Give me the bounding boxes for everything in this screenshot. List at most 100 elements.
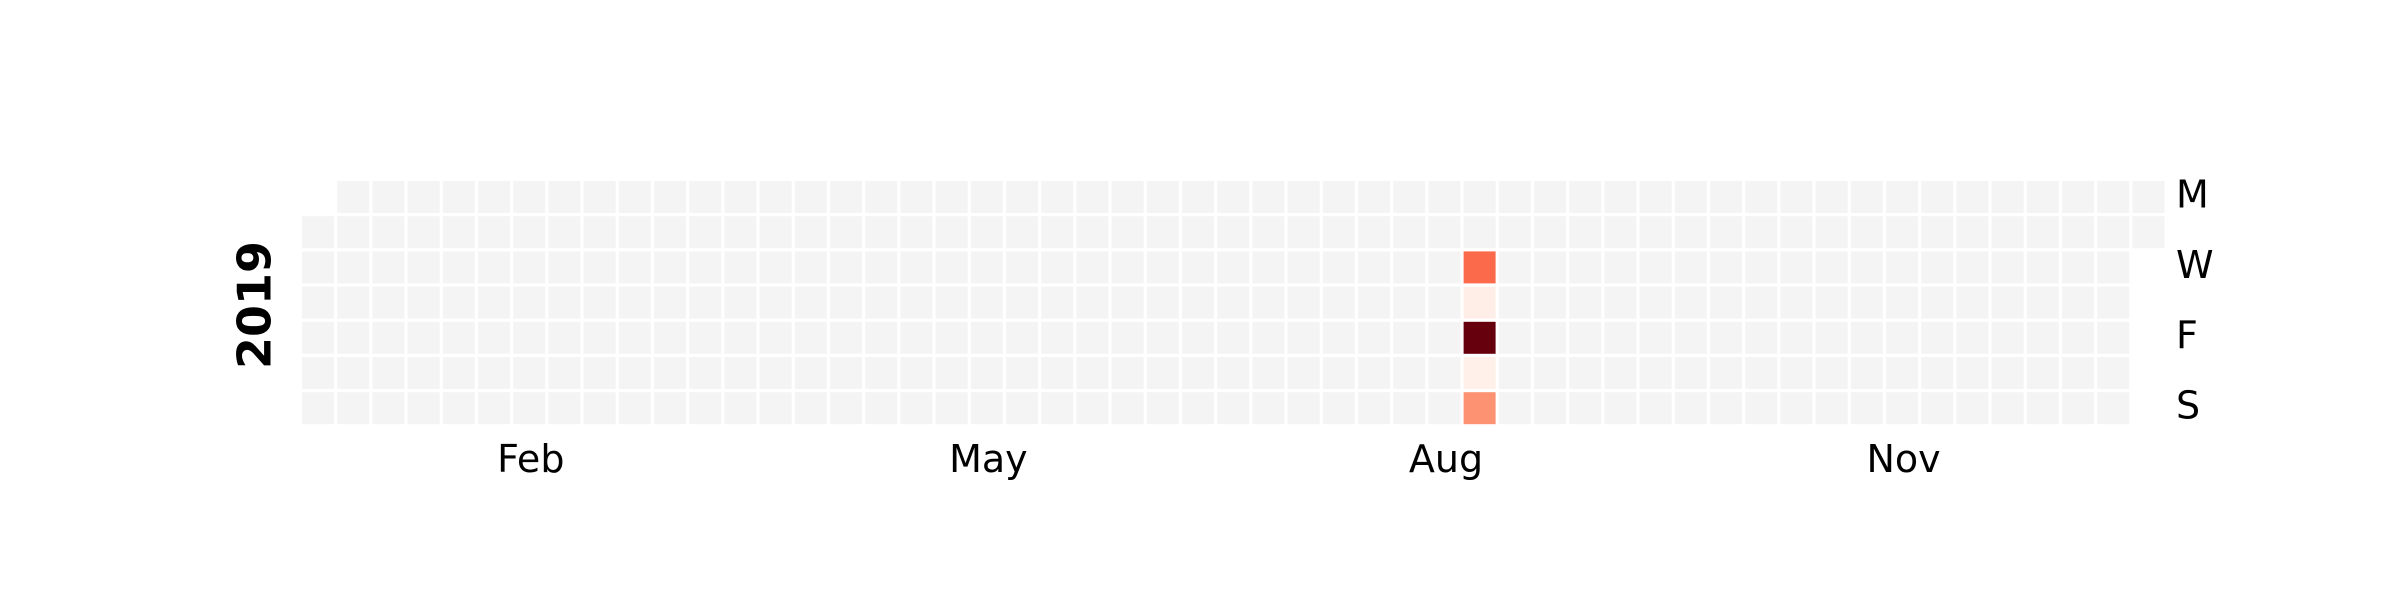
heatmap-cell [1182,251,1214,284]
heatmap-cell [689,181,722,213]
heatmap-cell [865,357,898,389]
heatmap-cell [2097,181,2130,213]
heatmap-cell [1639,321,1672,354]
heatmap-cell [1498,321,1531,354]
heatmap-cell [2026,286,2059,319]
heatmap-cell [1710,321,1742,354]
heatmap-cell [1569,181,1602,213]
heatmap-cell [1745,181,1778,213]
heatmap-cell [2026,181,2059,213]
heatmap-cell [1428,216,1461,249]
heatmap-cell [407,286,440,319]
heatmap-cell [442,251,475,284]
heatmap-cell [2062,286,2094,319]
heatmap-cell [2097,286,2130,319]
heatmap-cell [1322,181,1355,213]
heatmap-cell [1674,251,1707,284]
heatmap-cell [1252,181,1285,213]
heatmap-cell [654,357,686,389]
heatmap-cell [548,216,581,249]
heatmap-cell [618,357,651,389]
heatmap-cell [1674,357,1707,389]
heatmap-cell [478,181,510,213]
heatmap-cell [548,321,581,354]
heatmap-cell [1674,181,1707,213]
heatmap-cell [442,286,475,319]
heatmap-cell [1041,392,1074,425]
heatmap-cell [689,321,722,354]
heatmap-cell [1569,216,1602,249]
heatmap-cell [2026,357,2059,389]
heatmap-cell [759,251,792,284]
heatmap-cell [1956,357,1989,389]
heatmap-cell [1956,181,1989,213]
heatmap-cell [442,321,475,354]
heatmap-cell [513,286,546,319]
heatmap-cell [1322,251,1355,284]
heatmap-cell [1850,357,1883,389]
heatmap-cell [2062,357,2094,389]
heatmap-cell [759,392,792,425]
heatmap-cell [2132,181,2165,213]
heatmap-cell [372,286,405,319]
heatmap-cell [1006,181,1038,213]
heatmap-cell [1710,286,1742,319]
heatmap-cell [1287,216,1320,249]
heatmap-cell [1534,286,1566,319]
heatmap-cell [1358,357,1390,389]
heatmap-cell [1991,251,2024,284]
heatmap-cell [900,181,933,213]
heatmap-cell [618,392,651,425]
heatmap-cell [794,181,827,213]
heatmap-cell [830,251,862,284]
heatmap-cell [1287,392,1320,425]
heatmap-cell-value [1463,357,1496,389]
heatmap-cell [513,251,546,284]
heatmap-cell [1393,286,1426,319]
heatmap-cell [1182,286,1214,319]
heatmap-cell [935,181,968,213]
heatmap-cell [865,181,898,213]
heatmap-cell [1498,181,1531,213]
heatmap-cell [442,181,475,213]
heatmap-cell [1182,216,1214,249]
heatmap-cell [618,181,651,213]
heatmap-cell [2026,216,2059,249]
heatmap-cell [1534,357,1566,389]
heatmap-cell [1182,357,1214,389]
heatmap-cell [337,286,370,319]
heatmap-cell [1639,251,1672,284]
month-tick-labels: Feb May Aug Nov [497,437,1941,481]
heatmap-cell [1850,321,1883,354]
heatmap-cell [830,321,862,354]
heatmap-cell [1921,181,1954,213]
heatmap-cell [970,251,1003,284]
heatmap-cell [1886,321,1918,354]
heatmap-cell [1639,392,1672,425]
heatmap-cell [1604,392,1637,425]
weekday-tick-label: S [2176,384,2200,428]
heatmap-cell [794,321,827,354]
heatmap-cell [407,357,440,389]
heatmap-cell [1252,357,1285,389]
heatmap-cell [1921,216,1954,249]
heatmap-cell [1393,181,1426,213]
heatmap-cell [830,357,862,389]
heatmap-cell [1146,286,1179,319]
heatmap-cell [830,286,862,319]
heatmap-cell [1850,216,1883,249]
heatmap-cell-value [1463,392,1496,425]
heatmap-cell [302,357,334,389]
heatmap-cell [1111,181,1144,213]
heatmap-cell [724,357,757,389]
heatmap-cell [548,357,581,389]
heatmap-cell [2026,392,2059,425]
heatmap-cell [970,286,1003,319]
heatmap-cell [1146,181,1179,213]
heatmap-cell [654,286,686,319]
heatmap-cell [478,357,510,389]
heatmap-cell [1921,392,1954,425]
heatmap-cell [1991,321,2024,354]
heatmap-cell [1287,321,1320,354]
